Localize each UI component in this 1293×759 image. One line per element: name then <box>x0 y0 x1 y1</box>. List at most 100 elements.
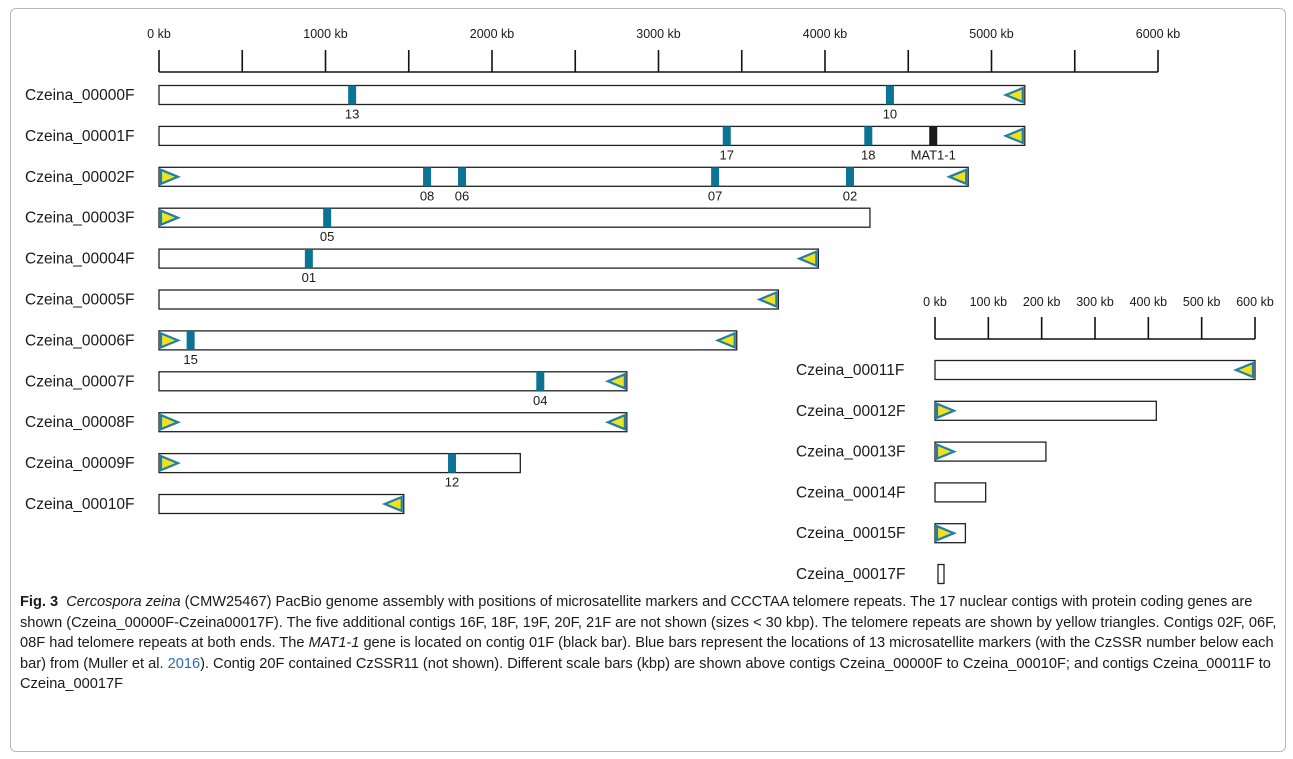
ssr-marker <box>348 85 357 105</box>
ssr-marker <box>423 167 432 187</box>
contig-bar <box>934 441 1047 462</box>
contig-label: Czeina_00002F <box>25 169 134 186</box>
scale-tick-label: 4000 kb <box>803 27 848 41</box>
scale-tick-label: 6000 kb <box>1136 27 1181 41</box>
contig-bar <box>158 452 521 474</box>
ssr-marker-label: 02 <box>843 188 857 203</box>
scale-tick-label: 400 kb <box>1130 295 1168 309</box>
contig-bar <box>158 412 628 433</box>
telomere-triangle <box>1002 86 1024 104</box>
scale-tick-label: 1000 kb <box>303 27 348 41</box>
ssr-marker <box>448 453 457 473</box>
ssr-marker <box>711 167 720 187</box>
contig-row: Czeina_00012F <box>796 400 1157 421</box>
contig-bar <box>934 359 1256 381</box>
contig-bar <box>937 563 945 585</box>
contig-label: Czeina_00008F <box>25 414 134 431</box>
ssr-marker-label: 05 <box>320 229 334 244</box>
ssr-marker-label: 08 <box>420 188 434 203</box>
ssr-marker <box>458 167 467 187</box>
contig-label: Czeina_00001F <box>25 128 134 145</box>
ssr-marker-label: 07 <box>708 188 722 203</box>
contig-row: Czeina_00003F 05 <box>25 207 871 244</box>
contigs-small: Czeina_00011F Czeina_00012F Czeina_00013F C… <box>796 359 1256 585</box>
contig-row: Czeina_00006F 15 <box>25 330 738 367</box>
contig-bar <box>934 400 1157 421</box>
scale-bar-large: 0 kb 1000 kb 2000 kb 3000 kb 4000 kb 5000 kb 6… <box>147 27 1181 73</box>
contig-row: Czeina_00002F 08 06 07 02 <box>25 166 969 203</box>
caption-text-2: gene is located on contig 01F (black bar… <box>20 635 1274 672</box>
ssr-marker-label: 04 <box>533 393 547 408</box>
telomere-triangle <box>1233 361 1255 379</box>
scale-tick-label: 200 kb <box>1023 295 1061 309</box>
contig-row: Czeina_00010F <box>25 493 405 515</box>
telomere-triangle <box>159 168 181 186</box>
ssr-marker <box>323 208 332 228</box>
caption-text-1: (CMW25467) PacBio genome assembly with p… <box>20 594 1277 652</box>
telomere-triangle <box>1002 127 1024 145</box>
telomere-triangle <box>604 413 626 431</box>
scale-tick-label: 2000 kb <box>470 27 515 41</box>
ssr-marker <box>845 167 854 187</box>
contig-row: Czeina_00011F <box>796 359 1256 381</box>
contig-row: Czeina_00005F <box>25 289 780 310</box>
gene-name: MAT1-1 <box>308 635 360 652</box>
ssr-marker <box>722 126 731 146</box>
contig-bar <box>158 248 819 269</box>
scale-tick-label: 0 kb <box>923 295 947 309</box>
citation-link[interactable]: 2016 <box>167 655 201 672</box>
contig-bar <box>158 207 871 228</box>
telomere-triangle <box>381 495 403 513</box>
telomere-triangle <box>796 249 818 268</box>
ssr-marker-label: 01 <box>302 270 316 285</box>
contig-bar <box>158 371 628 392</box>
contig-row: Czeina_00000F 13 10 <box>25 84 1026 122</box>
contig-label: Czeina_00005F <box>25 292 134 309</box>
contig-row: Czeina_00009F 12 <box>25 452 521 490</box>
contig-bar <box>158 125 1026 147</box>
ssr-marker-label: 15 <box>183 352 197 367</box>
telomere-triangle <box>935 442 957 461</box>
scale-tick-label: 5000 kb <box>969 27 1014 41</box>
ssr-marker-label: 06 <box>455 188 469 203</box>
contig-row: Czeina_00017F <box>796 563 945 585</box>
species-name: Cercospora zeina <box>66 594 181 610</box>
contig-label: Czeina_00007F <box>25 373 134 390</box>
contig-label: Czeina_00010F <box>25 496 134 513</box>
telomere-triangle <box>159 413 181 431</box>
telomere-triangle <box>714 331 736 350</box>
contig-label: Czeina_00017F <box>796 566 905 583</box>
contig-label: Czeina_00015F <box>796 525 905 542</box>
ssr-marker-label: 12 <box>445 475 459 490</box>
ssr-marker <box>864 126 873 146</box>
scale-tick-label: 600 kb <box>1236 295 1274 309</box>
telomere-triangle <box>946 168 968 186</box>
ssr-marker-label: 10 <box>883 107 897 122</box>
contig-bar <box>158 166 969 187</box>
telomere-triangle <box>935 524 957 542</box>
contig-bar <box>158 493 405 515</box>
telomere-triangle <box>159 209 181 227</box>
contig-label: Czeina_00000F <box>25 87 134 104</box>
figure-frame <box>10 8 1286 752</box>
contig-label: Czeina_00013F <box>796 444 905 461</box>
scale-bar-small: 0 kb 100 kb 200 kb 300 kb 400 kb 500 kb 600 kb <box>923 295 1274 340</box>
contig-label: Czeina_00004F <box>25 251 134 268</box>
ssr-marker-label: 13 <box>345 107 359 122</box>
ssr-marker <box>304 249 313 269</box>
gene-label: MAT1-1 <box>911 147 956 162</box>
scale-tick-label: 0 kb <box>147 27 171 41</box>
caption-text-3: ). Contig 20F contained CzSSR11 (not sho… <box>20 655 1271 693</box>
genome-diagram: 0 kb 1000 kb 2000 kb 3000 kb 4000 kb 5000 kb 6… <box>25 27 1274 585</box>
contig-label: Czeina_00012F <box>796 403 905 420</box>
contig-label: Czeina_00003F <box>25 210 134 227</box>
telomere-triangle <box>159 454 181 472</box>
telomere-triangle <box>159 331 181 350</box>
mat1-1-gene-marker <box>929 126 938 146</box>
contigs-large: Czeina_00000F 13 10 Czeina_00001F 17 18 MAT1-1… <box>25 84 1026 515</box>
contig-label: Czeina_00011F <box>796 362 904 379</box>
contig-row: Czeina_00008F <box>25 412 628 433</box>
ssr-marker <box>536 371 545 391</box>
contig-bar <box>158 289 780 310</box>
scale-tick-label: 100 kb <box>970 295 1008 309</box>
